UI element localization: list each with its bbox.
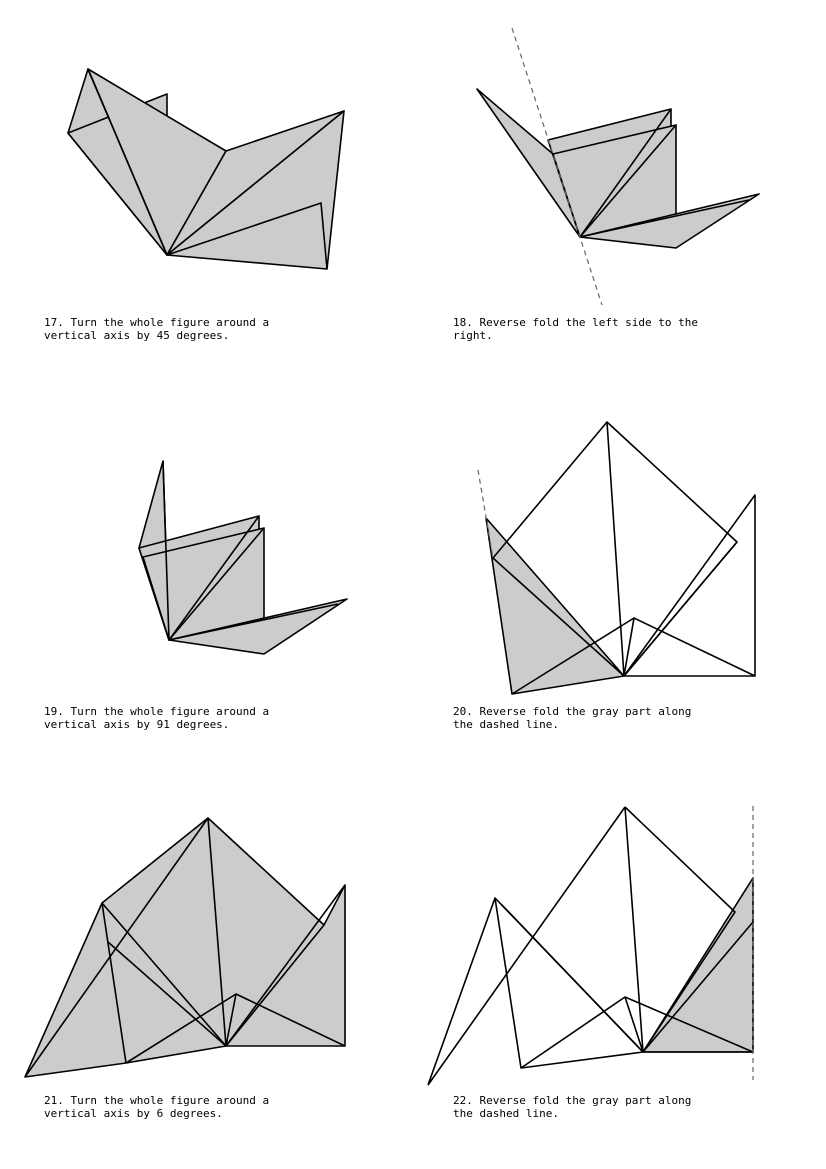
step-21-crease-b — [207, 817, 227, 1047]
step-19-crease-d — [168, 603, 339, 641]
step-17-caption: 17. Turn the whole figure around a vertic… — [44, 316, 269, 342]
step-19-figure — [138, 460, 348, 655]
step-22-crease-c — [624, 996, 754, 1053]
step-19-crease-a — [162, 460, 170, 641]
step-20-center-crease — [606, 421, 625, 677]
step-22-top-outline — [624, 806, 736, 1053]
step-18-crease-a — [579, 108, 672, 238]
step-17-crease — [87, 68, 168, 256]
step-19-caption-line-2: vertical axis by 91 degrees. — [44, 718, 230, 731]
step-21-crease-d — [107, 941, 227, 1047]
step-21-caption-line-2: vertical axis by 6 degrees. — [44, 1107, 223, 1120]
step-20-inner-crease — [623, 617, 635, 677]
step-21-crease-a — [24, 817, 209, 1078]
step-22-caption: 22. Reverse fold the gray part along the … — [453, 1094, 691, 1120]
step-17-caption-line-2: vertical axis by 45 degrees. — [44, 329, 230, 342]
step-21-caption-line-1: 21. Turn the whole figure around a — [44, 1094, 270, 1107]
step-18-caption: 18. Reverse fold the left side to the rig… — [453, 316, 698, 342]
step-22-crease-b — [500, 903, 644, 1053]
step-21-crease-f — [225, 993, 237, 1047]
step-19-right-flap — [168, 598, 348, 655]
step-22-figure — [427, 806, 754, 1086]
step-17-figure — [67, 68, 345, 270]
step-19-crease-b — [168, 515, 260, 641]
step-18-caption-line-2: right. — [453, 329, 493, 342]
step-21-main-body — [24, 817, 346, 1078]
step-18-caption-line-1: 18. Reverse fold the left side to the — [453, 316, 699, 329]
step-20-dashed-fold-line — [477, 469, 494, 559]
step-17-caption-line-1: 17. Turn the whole figure around a — [44, 316, 270, 329]
step-21-crease-h — [225, 884, 346, 1047]
step-22-center-crease — [624, 806, 644, 1053]
step-17-right-flap — [166, 110, 345, 270]
step-18-figure — [476, 88, 760, 249]
step-20-caption-line-2: the dashed line. — [453, 718, 559, 731]
step-18-dashed-fold-line — [511, 27, 603, 306]
step-19-crease-c — [168, 527, 265, 641]
step-20-right-crease — [623, 541, 738, 677]
step-20-gray-part — [485, 517, 625, 695]
step-17-inner-fold — [166, 202, 328, 270]
step-22-caption-line-2: the dashed line. — [453, 1107, 559, 1120]
step-20-figure — [485, 421, 756, 695]
step-21-crease-e — [101, 902, 127, 1064]
step-19-caption: 19. Turn the whole figure around a vertic… — [44, 705, 269, 731]
step-20-caption: 20. Reverse fold the gray part along the … — [453, 705, 691, 731]
step-20-caption-line-1: 20. Reverse fold the gray part along — [453, 705, 692, 718]
step-18-crease-c — [579, 199, 750, 238]
step-22-caption-line-1: 22. Reverse fold the gray part along — [453, 1094, 692, 1107]
step-22-long-crease — [427, 806, 626, 1086]
step-20-right-flap — [623, 494, 756, 677]
step-21-crease-c — [101, 902, 227, 1047]
step-21-crease-g — [225, 924, 325, 1047]
step-20-gray-crease — [492, 557, 625, 677]
step-21-figure — [24, 817, 346, 1078]
step-21-caption: 21. Turn the whole figure around a vertic… — [44, 1094, 269, 1120]
step-19-caption-line-1: 19. Turn the whole figure around a — [44, 705, 270, 718]
step-22-crease-d — [642, 921, 754, 1053]
step-18-crease-b — [579, 124, 677, 238]
